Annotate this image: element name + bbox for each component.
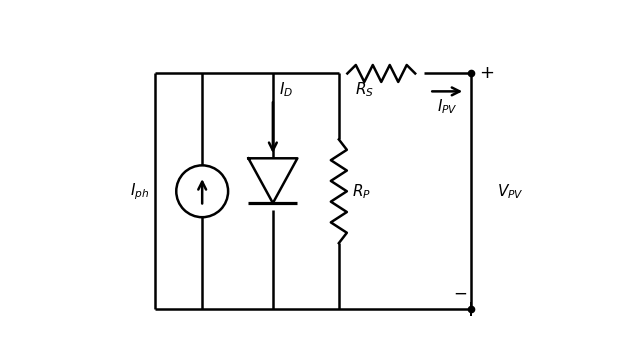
Text: $I_{ph}$: $I_{ph}$ — [130, 181, 149, 202]
Text: $R_P$: $R_P$ — [352, 182, 371, 201]
Text: −: − — [454, 285, 467, 303]
Text: $V_{PV}$: $V_{PV}$ — [497, 182, 524, 201]
Text: $I_D$: $I_D$ — [278, 80, 292, 99]
Text: +: + — [479, 65, 494, 83]
Text: $I_{PV}$: $I_{PV}$ — [437, 97, 458, 116]
Text: $R_S$: $R_S$ — [355, 80, 374, 99]
FancyBboxPatch shape — [470, 303, 472, 316]
Polygon shape — [248, 158, 298, 203]
